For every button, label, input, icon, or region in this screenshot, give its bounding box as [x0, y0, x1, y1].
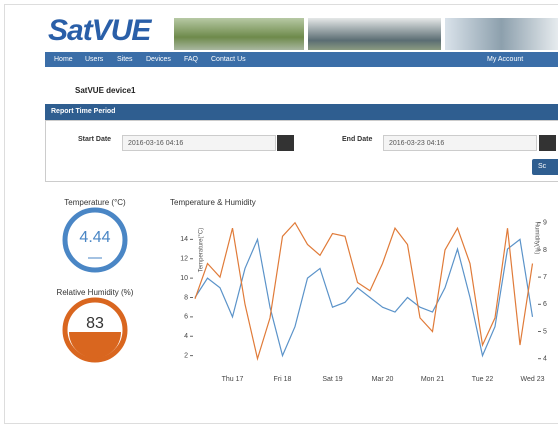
- page: SatVUE Home Users Sites Devices FAQ Cont…: [0, 0, 558, 428]
- x-tick-label: Mar 20: [372, 376, 394, 383]
- y-tick-label: 8: [184, 294, 188, 301]
- y2-tick-label: 6: [543, 301, 547, 308]
- x-tick-label: Wed 23: [521, 376, 545, 383]
- y2-tick-label: 4: [543, 356, 547, 363]
- y-axis-label: Temperature(°C): [199, 228, 205, 272]
- y2-tick-label: 7: [543, 274, 547, 281]
- y-tick-label: 12: [180, 256, 188, 263]
- x-tick-label: Mon 21: [421, 376, 444, 383]
- y2-tick-label: 9: [543, 220, 547, 227]
- y-tick-label: 4: [184, 333, 188, 340]
- y2-tick-label: 5: [543, 328, 547, 335]
- y-tick-label: 14: [180, 236, 188, 243]
- y-tick-label: 10: [180, 275, 188, 282]
- series-line: [195, 223, 533, 359]
- x-tick-label: Thu 17: [222, 376, 244, 383]
- y-tick-label: 6: [184, 314, 188, 321]
- y-tick-label: 2: [184, 352, 188, 359]
- y2-tick-label: 8: [543, 247, 547, 254]
- gauge-value: 83: [86, 315, 104, 332]
- x-tick-label: Sat 19: [322, 376, 342, 383]
- gauge-value: 4.44: [79, 229, 110, 246]
- gauge-title: Temperature (°C): [64, 198, 126, 207]
- x-tick-label: Fri 18: [274, 376, 292, 383]
- gauge-title: Relative Humidity (%): [57, 288, 134, 297]
- chart-title: Temperature & Humidity: [170, 198, 256, 207]
- chart: Temperature (°C) 4.44 Relative Humidity (%…: [0, 0, 558, 428]
- x-tick-label: Tue 22: [472, 376, 494, 383]
- y2-axis-label: Humidity(%): [533, 222, 539, 255]
